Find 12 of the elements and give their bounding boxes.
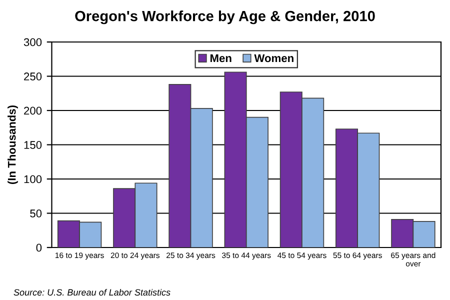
legend-label: Men <box>210 54 232 62</box>
y-tick-label: 250 <box>24 72 42 80</box>
y-axis-title: (In Thousands) <box>8 105 18 184</box>
y-tick-label: 300 <box>24 38 42 46</box>
y-tick-label: 100 <box>24 175 42 184</box>
y-tick-label: 150 <box>24 141 42 149</box>
legend-label: Women <box>254 54 294 62</box>
chart-title: Oregon's Workforce by Age & Gender, 2010 <box>75 10 375 24</box>
source-note: Source: U.S. Bureau of Labor Statistics <box>14 288 170 296</box>
y-tick-label: 200 <box>24 106 42 115</box>
y-tick-label: 50 <box>30 210 42 218</box>
y-tick-label: 0 <box>36 244 42 252</box>
